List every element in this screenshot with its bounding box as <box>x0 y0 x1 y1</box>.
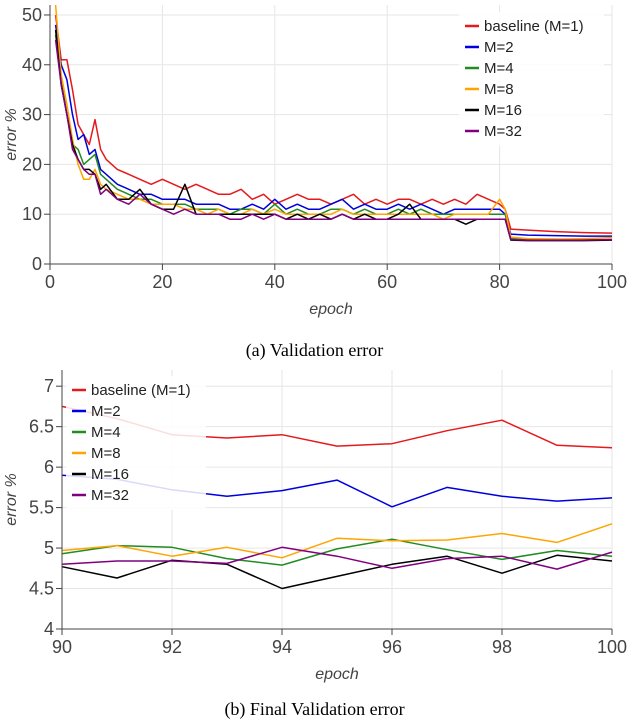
series-line-5 <box>61 546 613 570</box>
legend-label-3: M=8 <box>91 445 121 462</box>
y-axis-label: error % <box>3 473 20 525</box>
caption-validation-error: (a) Validation error <box>245 340 384 360</box>
legend-label-4: M=16 <box>91 466 129 483</box>
legend-label-5: M=32 <box>484 123 522 140</box>
series-line-5 <box>54 39 613 241</box>
y-tick-label: 4.5 <box>29 579 54 599</box>
x-tick-label: 80 <box>490 272 510 292</box>
x-tick-label: 90 <box>52 637 72 657</box>
x-tick-label: 98 <box>492 637 512 657</box>
y-tick-label: 0 <box>32 254 42 274</box>
legend-label-3: M=8 <box>484 81 514 98</box>
x-tick-label: 60 <box>377 272 397 292</box>
legend-label-0: baseline (M=1) <box>91 382 191 399</box>
x-tick-label: 100 <box>597 272 627 292</box>
y-tick-label: 4 <box>44 619 54 639</box>
legend-label-2: M=4 <box>484 60 514 77</box>
legend: baseline (M=1) M=2 M=4 M=8 M=16 M=32 <box>459 12 604 146</box>
y-tick-label: 10 <box>22 204 42 224</box>
series-line-0 <box>54 14 613 234</box>
series-line-1 <box>54 24 612 237</box>
x-axis-label: epoch <box>315 666 359 683</box>
legend-label-1: M=2 <box>484 39 514 56</box>
y-tick-label: 30 <box>22 105 42 125</box>
chart-validation-error: 0 20 40 60 80 100 0 10 20 30 40 50 epoch error % basel… <box>3 4 627 318</box>
legend-box <box>459 12 604 146</box>
y-tick-label: 50 <box>22 5 42 25</box>
legend-label-4: M=16 <box>484 102 522 119</box>
y-tick-label: 5 <box>44 538 54 558</box>
x-tick-label: 92 <box>162 637 182 657</box>
legend-box <box>66 376 206 510</box>
x-tick-label: 40 <box>265 272 285 292</box>
legend-label-2: M=4 <box>91 424 121 441</box>
x-tick-label: 20 <box>152 272 172 292</box>
caption-final-validation-error: (b) Final Validation error <box>224 699 405 719</box>
y-tick-label: 40 <box>22 55 42 75</box>
y-tick-label: 6.5 <box>29 417 54 437</box>
series-line-4 <box>61 554 613 590</box>
y-tick-label: 20 <box>22 154 42 174</box>
y-tick-label: 5.5 <box>29 498 54 518</box>
chart-final-validation-error: 90 92 94 96 98 100 4 4.5 5 5.5 6 6.5 7 epoch error % ba… <box>3 370 627 683</box>
x-tick-label: 0 <box>45 272 55 292</box>
legend: baseline (M=1) M=2 M=4 M=8 M=16 M=32 <box>66 376 206 510</box>
x-tick-label: 94 <box>272 637 292 657</box>
series-line-2 <box>61 538 613 566</box>
y-tick-label: 7 <box>44 376 54 396</box>
x-axis-label: epoch <box>309 301 353 318</box>
legend-label-0: baseline (M=1) <box>484 18 584 35</box>
y-axis-label: error % <box>3 108 20 160</box>
x-tick-label: 100 <box>597 637 627 657</box>
series-line-3 <box>61 523 613 559</box>
x-tick-label: 96 <box>382 637 402 657</box>
legend-label-1: M=2 <box>91 403 121 420</box>
legend-label-5: M=32 <box>91 487 129 504</box>
series-line-3 <box>54 4 613 240</box>
y-tick-label: 6 <box>44 457 54 477</box>
